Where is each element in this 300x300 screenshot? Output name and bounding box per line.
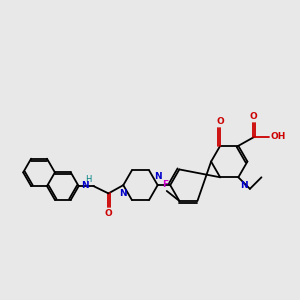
Text: N: N [119,189,127,198]
Text: O: O [216,117,224,126]
Text: O: O [250,112,257,121]
Text: F: F [162,180,168,189]
Text: H: H [85,175,92,184]
Text: N: N [81,181,89,190]
Text: N: N [240,181,247,190]
Text: N: N [154,172,161,181]
Text: OH: OH [270,132,285,141]
Text: O: O [105,209,112,218]
